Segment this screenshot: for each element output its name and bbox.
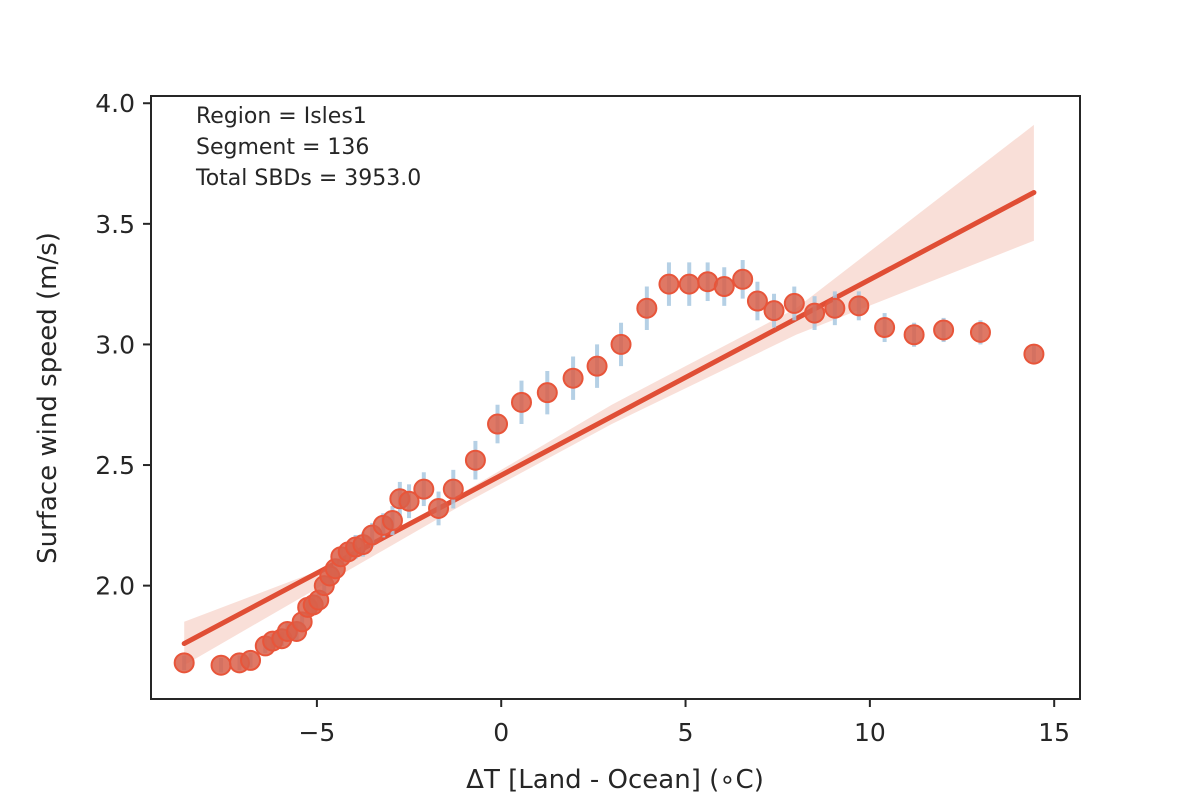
data-point <box>210 654 232 676</box>
data-point <box>874 317 896 339</box>
data-point <box>746 290 768 312</box>
plot-frame <box>150 95 1081 700</box>
x-tick-label: 0 <box>493 718 509 747</box>
data-point <box>969 321 991 343</box>
data-point <box>413 478 435 500</box>
annotation-total-sbds: Total SBDs = 3953.0 <box>195 166 421 191</box>
x-axis-ticks: −5 0 5 10 15 <box>298 699 1070 747</box>
data-point <box>510 391 532 413</box>
data-point <box>586 355 608 377</box>
data-point <box>848 295 870 317</box>
data-point <box>562 367 584 389</box>
data-point <box>428 497 450 519</box>
x-tick-label: −5 <box>298 718 335 747</box>
data-point <box>658 273 680 295</box>
confidence-band <box>184 124 1034 666</box>
confidence-band-layer <box>184 124 1034 666</box>
data-point <box>487 413 509 435</box>
data-point <box>1023 343 1045 365</box>
data-point <box>903 324 925 346</box>
data-point <box>933 319 955 341</box>
data-point <box>610 333 632 355</box>
data-point <box>763 300 785 322</box>
data-point <box>536 382 558 404</box>
y-tick-label: 4.0 <box>95 89 135 118</box>
y-axis-ticks: 2.0 2.5 3.0 3.5 4.0 <box>95 89 151 601</box>
data-point <box>464 449 486 471</box>
y-tick-label: 3.0 <box>95 330 135 359</box>
annotation-segment: Segment = 136 <box>196 135 369 160</box>
data-point <box>398 490 420 512</box>
data-point <box>732 268 754 290</box>
data-point <box>713 276 735 298</box>
y-tick-label: 3.5 <box>95 210 135 239</box>
data-point <box>678 273 700 295</box>
data-point <box>173 652 195 674</box>
data-point-layer <box>173 268 1045 676</box>
data-point <box>824 297 846 319</box>
data-point <box>804 302 826 324</box>
data-point <box>240 649 262 671</box>
data-point <box>442 478 464 500</box>
y-axis-label: Surface wind speed (m/s) <box>33 232 63 564</box>
annotation-region: Region = Isles1 <box>196 104 367 129</box>
data-point <box>636 297 658 319</box>
data-point <box>381 510 403 532</box>
x-tick-label: 10 <box>854 718 886 747</box>
x-tick-label: 5 <box>678 718 694 747</box>
x-axis-label: ΔT [Land - Ocean] (∘C) <box>466 765 764 795</box>
data-point <box>783 292 805 314</box>
x-tick-label: 15 <box>1038 718 1070 747</box>
y-tick-label: 2.5 <box>95 451 135 480</box>
y-tick-label: 2.0 <box>95 572 135 601</box>
